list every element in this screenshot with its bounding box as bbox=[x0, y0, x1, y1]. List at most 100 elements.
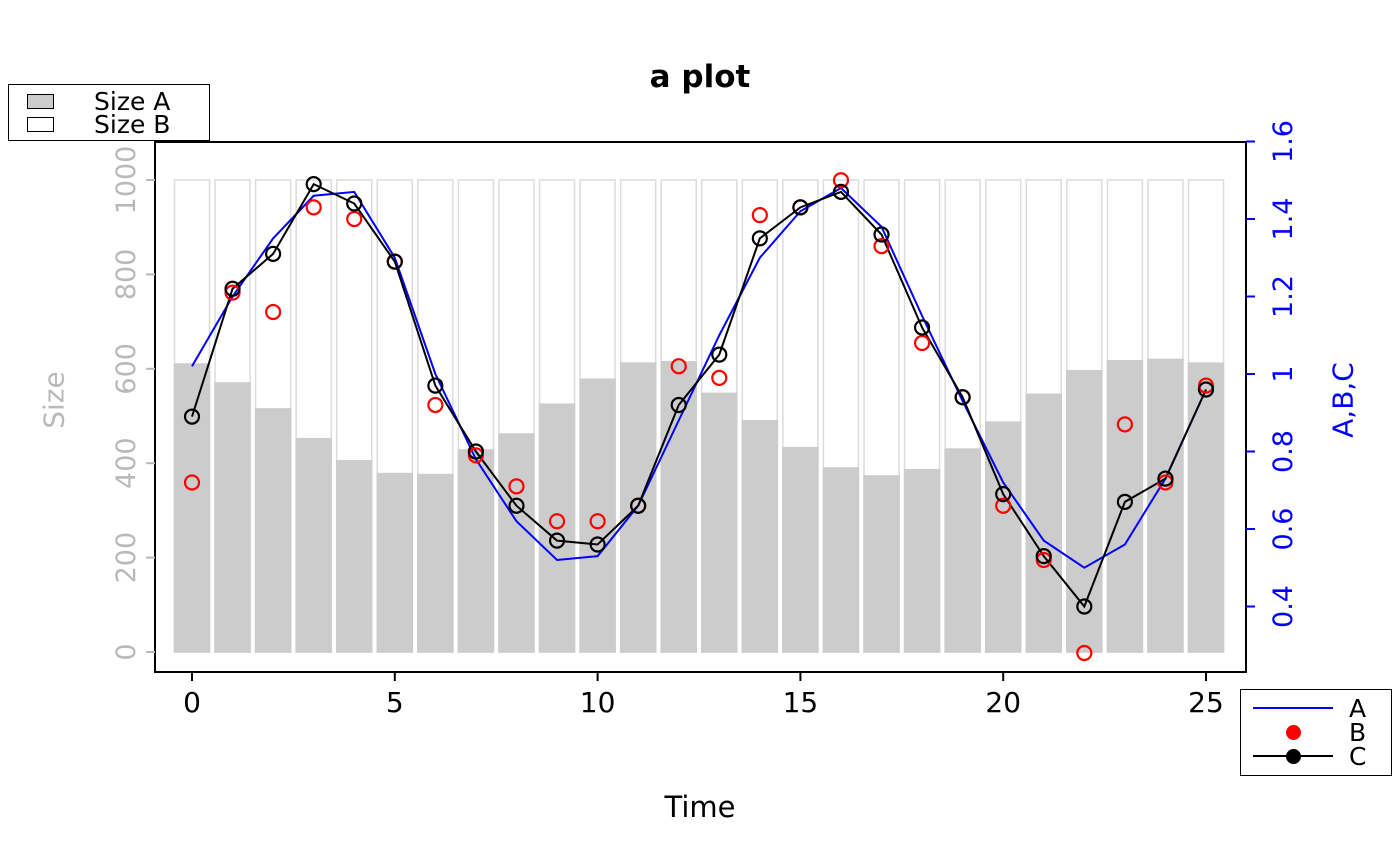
series-C-point bbox=[792, 199, 809, 216]
legend-label-c: C bbox=[1349, 741, 1367, 771]
legend-dot-c bbox=[1285, 748, 1301, 764]
left-tick-label: 200 bbox=[111, 532, 142, 584]
series-C-point bbox=[224, 280, 241, 297]
series-C-point bbox=[467, 443, 485, 460]
series-B-point bbox=[548, 513, 566, 530]
series-C-point bbox=[670, 396, 687, 414]
bar-size-a bbox=[214, 382, 251, 653]
legend-label-size-a: Size A bbox=[94, 87, 171, 116]
left-tick-label: 800 bbox=[111, 249, 142, 301]
bar-size-a bbox=[619, 362, 657, 653]
plot-border bbox=[154, 141, 1247, 673]
right-axis-title: A,B,C bbox=[1326, 362, 1360, 438]
series-C-point bbox=[1035, 548, 1052, 565]
series-B-point bbox=[183, 474, 201, 491]
bar-size-a bbox=[498, 433, 535, 653]
series-C-point bbox=[1116, 493, 1133, 510]
series-C-point bbox=[265, 245, 282, 262]
series-C-point bbox=[386, 253, 403, 270]
right-tick-label: 0.4 bbox=[1268, 585, 1299, 628]
legend-label-size-b: Size B bbox=[94, 110, 171, 139]
series-C-point bbox=[630, 497, 647, 514]
series-C-point bbox=[873, 226, 890, 243]
series-C-point bbox=[913, 319, 931, 336]
series-C-point bbox=[427, 377, 444, 394]
bar-size-a bbox=[701, 392, 738, 653]
legend-swatch-size-a bbox=[27, 94, 54, 109]
bar-size-a bbox=[173, 363, 211, 653]
bar-size-a bbox=[579, 378, 616, 653]
series-C-point bbox=[1076, 598, 1093, 615]
series-C-point bbox=[548, 532, 566, 549]
series-B-point bbox=[305, 199, 322, 216]
legend-sample-a bbox=[1251, 696, 1335, 720]
left-tick-label: 600 bbox=[111, 343, 142, 395]
bar-size-a bbox=[944, 448, 981, 653]
left-tick-label: 0 bbox=[111, 643, 142, 660]
bar-size-a bbox=[863, 475, 900, 653]
series-C-point bbox=[1157, 470, 1174, 487]
series-B-point bbox=[670, 358, 687, 375]
legend-dot-b bbox=[1285, 724, 1301, 740]
series-C-line bbox=[191, 182, 1207, 609]
bar-size-a bbox=[1025, 393, 1063, 653]
legend-line-a bbox=[1253, 707, 1333, 709]
bar-size-a bbox=[335, 460, 373, 653]
legend-bars: Size A Size B bbox=[8, 84, 210, 141]
series-C-point bbox=[508, 497, 525, 514]
series-C-point bbox=[751, 230, 768, 247]
legend-sample-c bbox=[1251, 744, 1335, 768]
series-B-point bbox=[913, 334, 931, 352]
legend-bars-row-size-b: Size B bbox=[27, 110, 209, 139]
left-axis-title: Size bbox=[37, 371, 71, 429]
x-tick-label: 20 bbox=[985, 686, 1021, 719]
right-tick-label: 1.6 bbox=[1268, 120, 1299, 163]
legend-bars-row-size-a: Size A bbox=[27, 87, 209, 116]
series-C-point bbox=[995, 486, 1012, 503]
series-C-point bbox=[954, 389, 971, 406]
bar-size-a bbox=[822, 467, 860, 653]
series-B-point bbox=[1116, 416, 1133, 433]
series-B-point bbox=[427, 396, 444, 414]
series-C-point bbox=[346, 195, 363, 212]
bar-size-a bbox=[457, 449, 495, 653]
legend-sample-b bbox=[1251, 720, 1335, 744]
x-tick-label: 5 bbox=[386, 686, 404, 719]
chart-title: a plot bbox=[649, 59, 751, 95]
right-tick-label: 1 bbox=[1268, 365, 1299, 382]
bar-size-a bbox=[376, 472, 414, 653]
series-B-point bbox=[1076, 644, 1093, 662]
legend-series-row-a: A bbox=[1251, 696, 1391, 721]
x-tick-label: 0 bbox=[183, 686, 201, 719]
bar-size-a bbox=[660, 360, 697, 653]
series-C-point bbox=[1197, 381, 1215, 398]
legend-swatch-size-b bbox=[27, 117, 54, 132]
bar-size-a bbox=[254, 408, 292, 653]
bar-size-a bbox=[417, 473, 454, 653]
series-B-point bbox=[873, 238, 890, 255]
series-B-point bbox=[589, 513, 606, 530]
series-B-point bbox=[508, 478, 525, 495]
legend-label-b: B bbox=[1349, 717, 1367, 747]
legend-series: A B C bbox=[1240, 689, 1392, 776]
bar-size-a bbox=[1106, 360, 1144, 653]
series-B-point bbox=[995, 497, 1012, 514]
right-tick-label: 1.4 bbox=[1268, 198, 1299, 241]
right-tick-label: 0.6 bbox=[1268, 508, 1299, 551]
series-B-point bbox=[265, 303, 282, 321]
series-B-point bbox=[711, 369, 728, 386]
x-axis-title: Time bbox=[664, 790, 736, 824]
bar-size-a bbox=[1147, 358, 1184, 653]
x-tick-label: 15 bbox=[783, 686, 819, 719]
series-C-point bbox=[305, 176, 322, 193]
series-B-point bbox=[832, 172, 850, 189]
right-tick-label: 0.8 bbox=[1268, 430, 1299, 473]
x-tick-label: 10 bbox=[580, 686, 616, 719]
legend-series-row-c: C bbox=[1251, 741, 1391, 771]
x-tick-label: 25 bbox=[1188, 686, 1224, 719]
left-tick-label: 400 bbox=[111, 437, 142, 489]
bar-size-a bbox=[782, 446, 819, 653]
series-B-point bbox=[751, 207, 768, 224]
